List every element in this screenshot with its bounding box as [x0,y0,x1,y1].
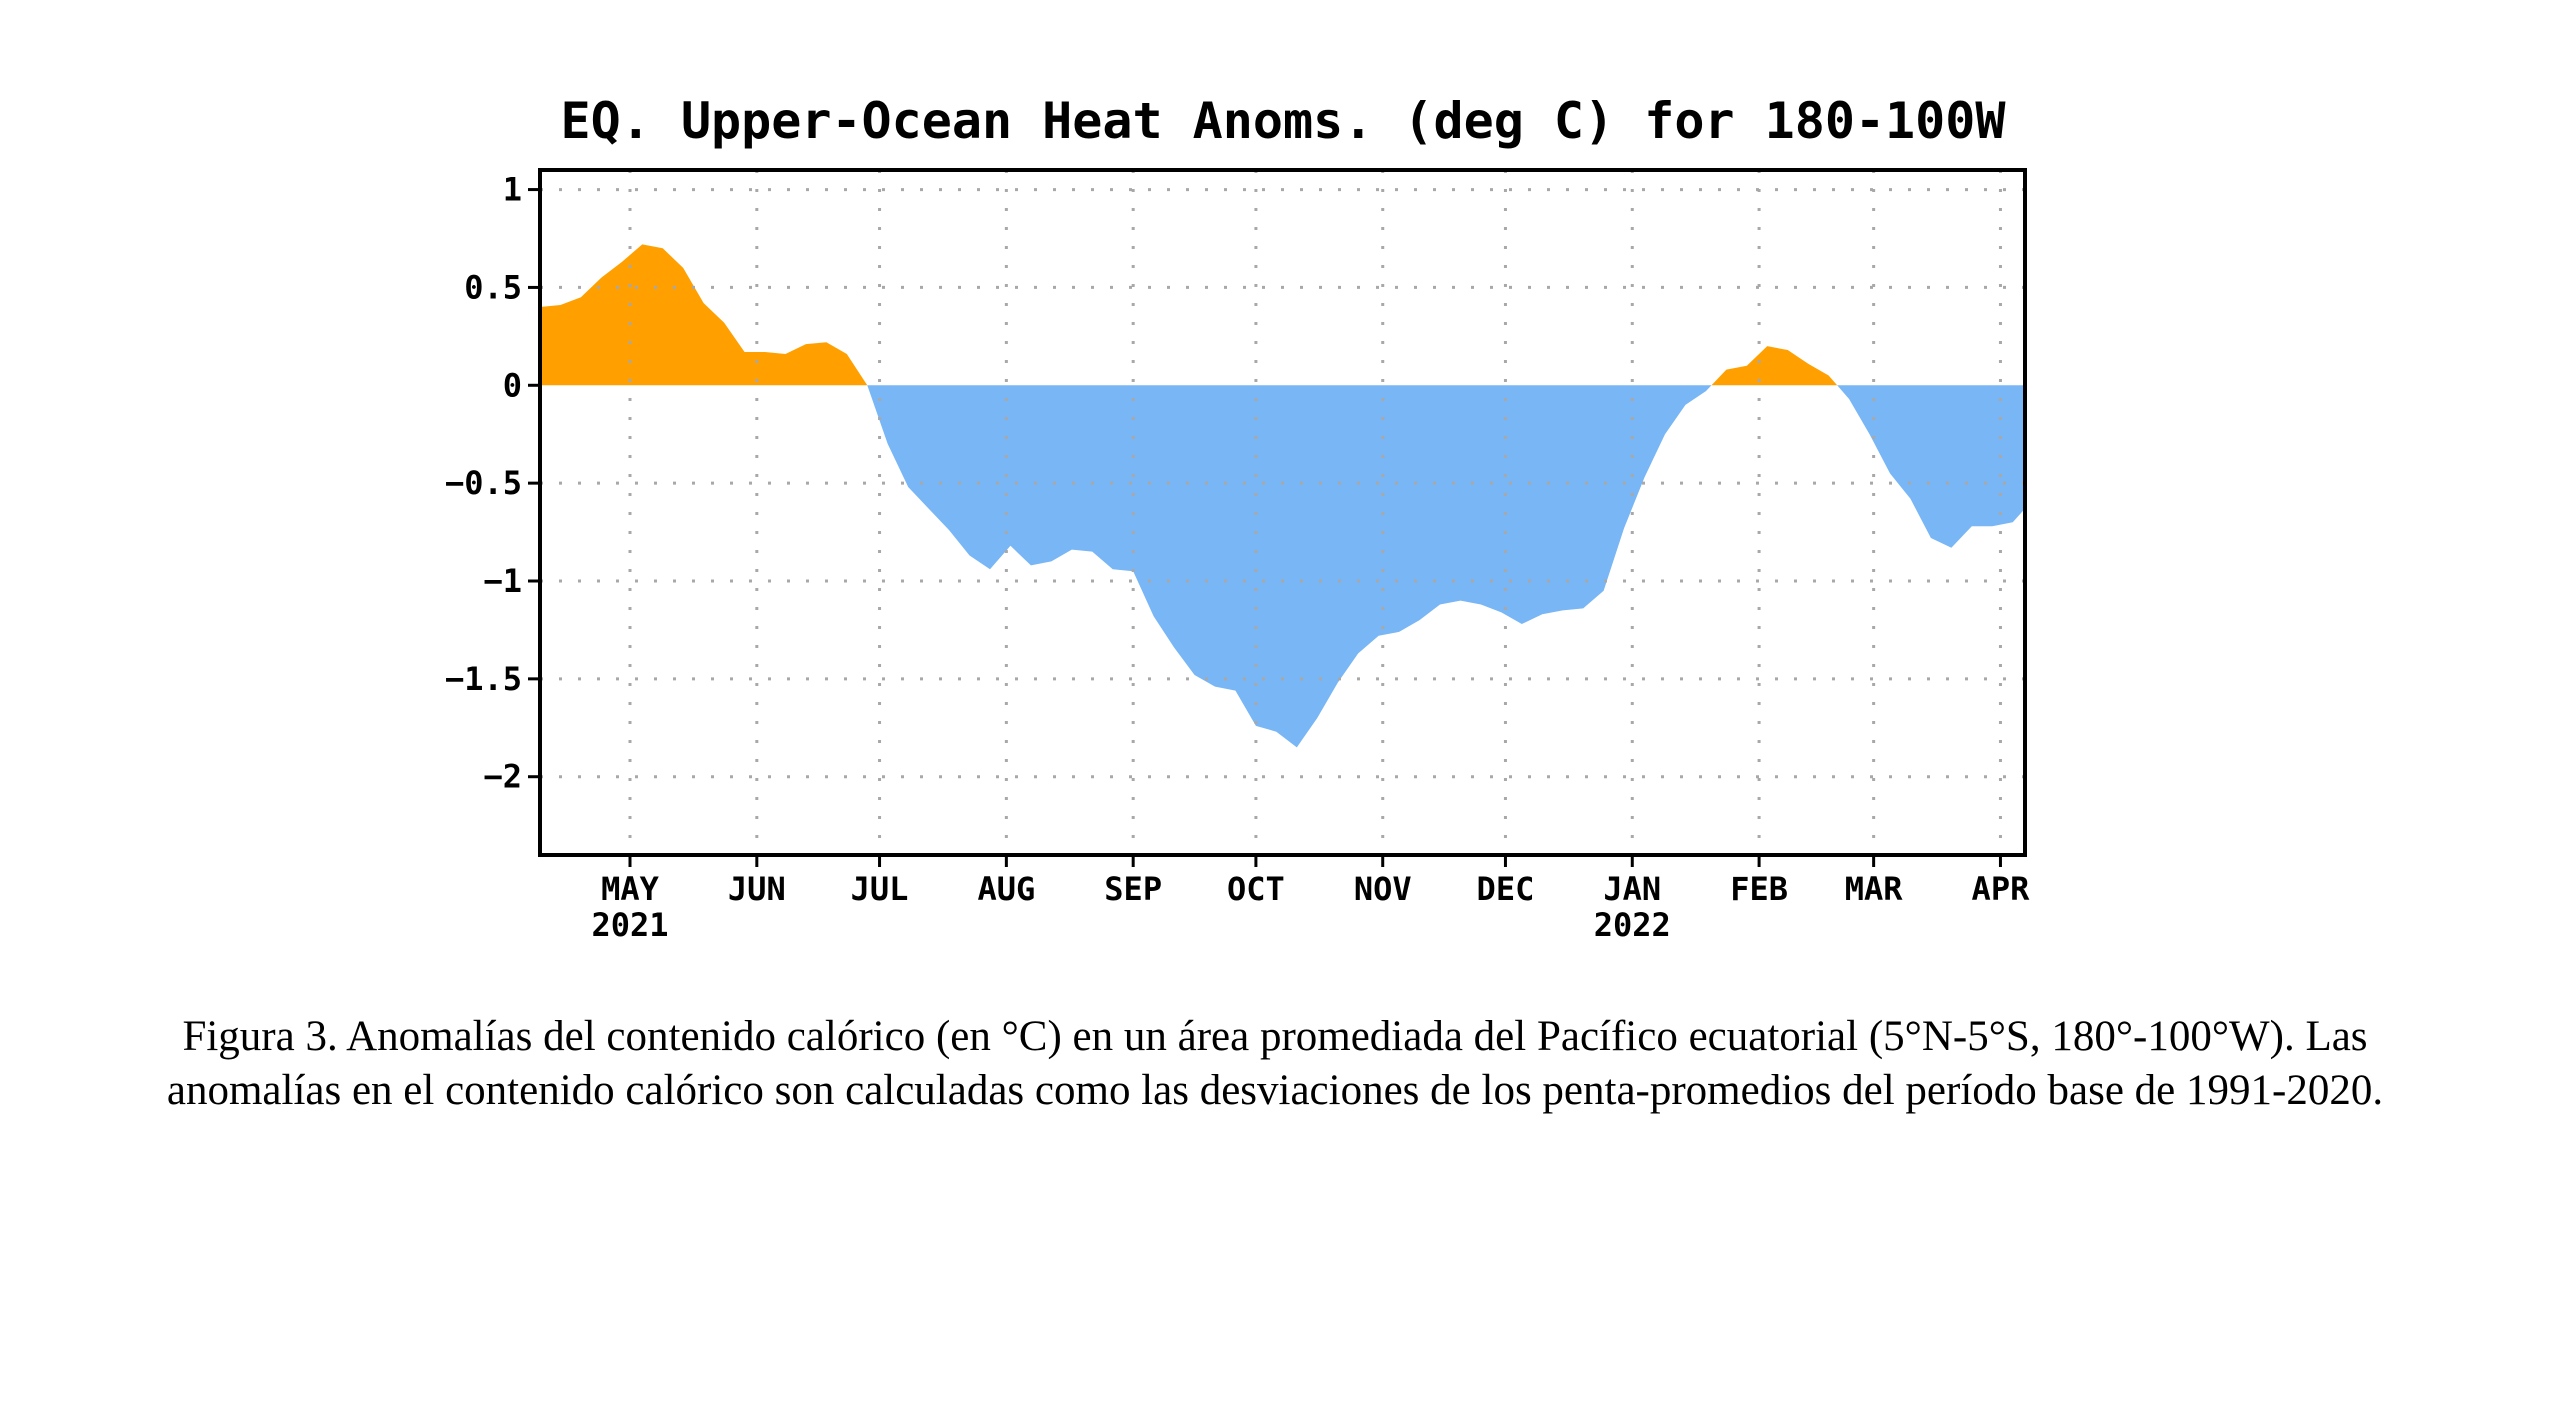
plot-frame [538,168,2027,857]
figure-caption: Figura 3. Anomalías del contenido calóri… [166,1013,2384,1114]
x-year-label: 2022 [1594,906,1671,944]
x-tick-label: DEC [1477,870,1535,908]
x-tick-label: SEP [1104,870,1162,908]
x-year-label: 2021 [591,906,668,944]
x-tick-label: JUN [728,870,786,908]
y-tick-label: −0.5 [445,464,522,502]
negative-anomaly-area [540,385,2025,748]
x-tick-label: APR [1972,870,2031,908]
y-tick-label: 0 [503,366,522,404]
x-tick-label: MAY [601,870,660,908]
x-tick-label: MAR [1845,870,1904,908]
positive-anomaly-area [540,244,2025,386]
y-tick-label: −1 [483,562,522,600]
y-tick-label: −1.5 [445,660,522,698]
x-tick-label: JAN [1603,870,1661,908]
x-tick-label: AUG [977,870,1035,908]
x-tick-label: FEB [1730,870,1788,908]
chart-title: EQ. Upper-Ocean Heat Anoms. (deg C) for … [561,92,2007,150]
y-tick-label: 1 [503,171,522,209]
x-tick-label: OCT [1227,870,1285,908]
x-tick-label: NOV [1354,870,1412,908]
heat-anomaly-chart: EQ. Upper-Ocean Heat Anoms. (deg C) for … [445,92,2031,944]
y-tick-label: 0.5 [464,268,522,306]
y-tick-label: −2 [483,758,522,796]
x-tick-label: JUL [851,870,909,908]
